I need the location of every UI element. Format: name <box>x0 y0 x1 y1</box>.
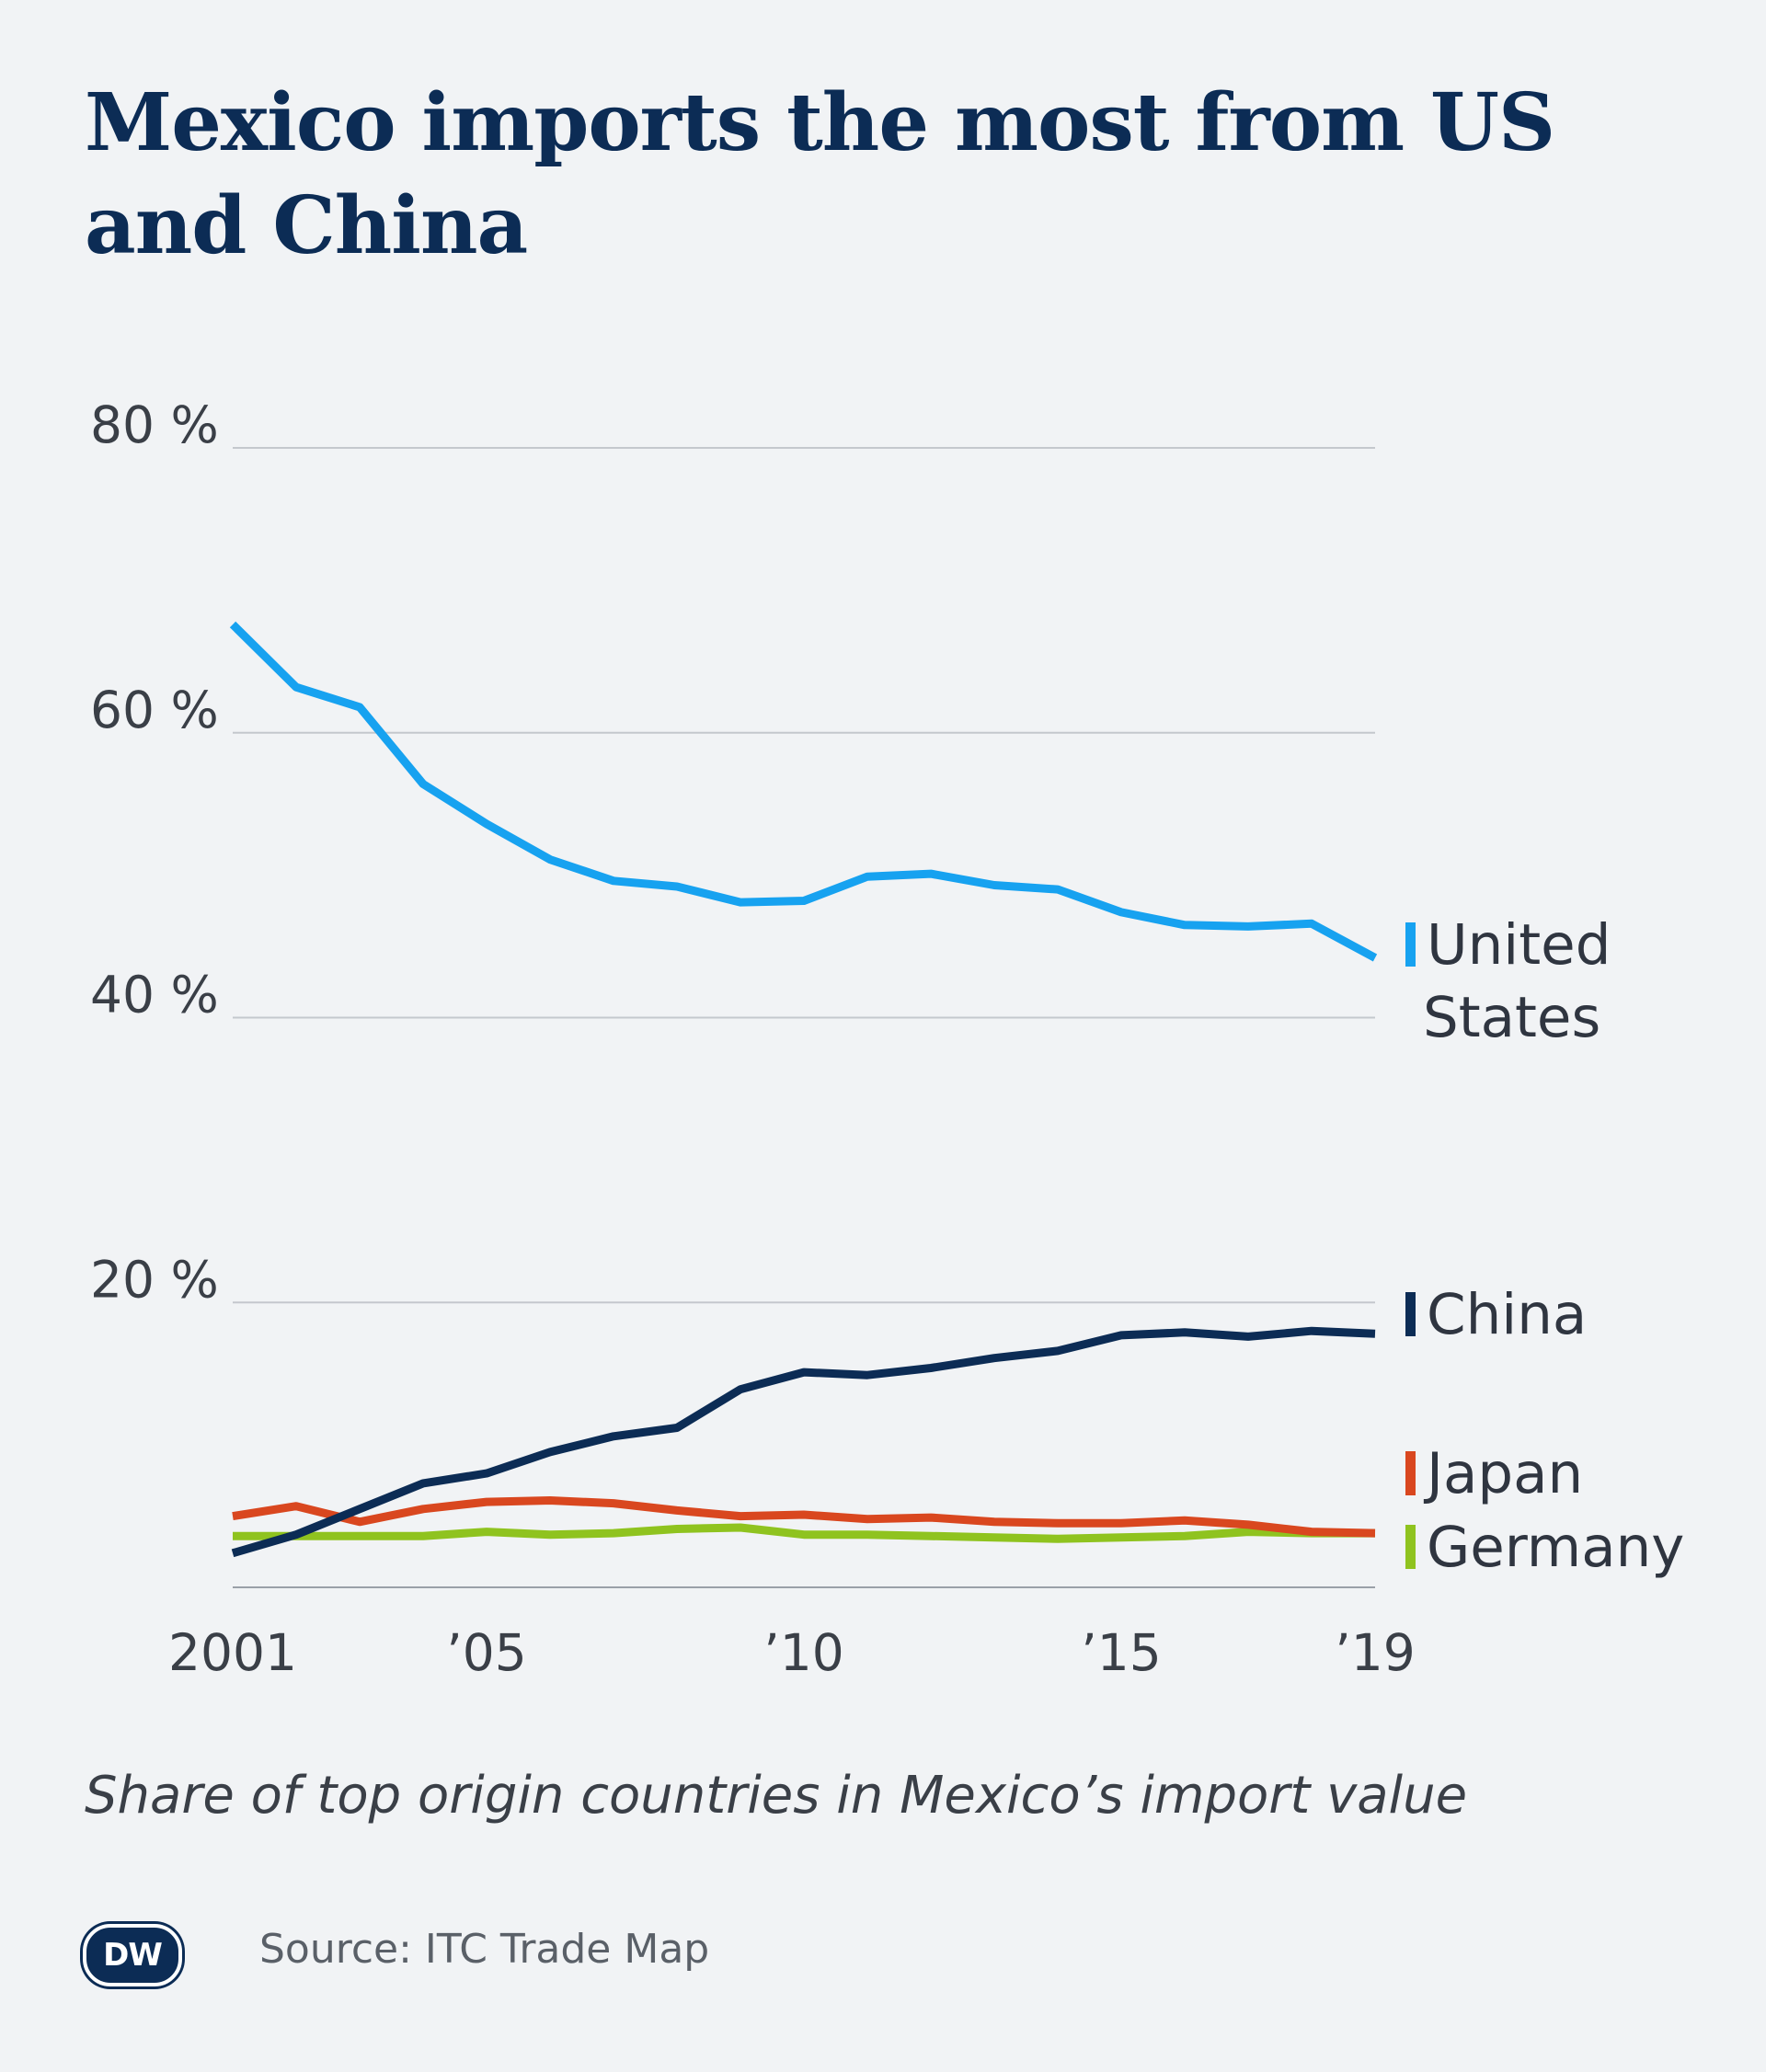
y-tick-label: 20 % <box>90 1250 219 1309</box>
x-tick-label: ’15 <box>1081 1623 1161 1682</box>
series-label-germany: Germany <box>1427 1515 1684 1580</box>
series-line-germany <box>233 1523 1375 1543</box>
series-label-line: States <box>1423 985 1600 1050</box>
y-tick-label: 40 % <box>90 966 219 1025</box>
line-chart: 20 % 40 % 60 % 80 % 2001 ’05 ’10 ’15 ’19 United… <box>90 395 1684 1682</box>
series-label-line: China <box>1427 1282 1587 1347</box>
gridlines <box>233 447 1375 1588</box>
series-line-japan <box>232 1496 1376 1538</box>
dw-logo: DW <box>83 1924 182 1986</box>
series-line-china <box>231 1326 1376 1558</box>
x-tick-label: ’19 <box>1335 1623 1415 1682</box>
series-labels: United States China Japan Germany <box>1405 912 1684 1580</box>
x-tick-label: ’10 <box>763 1623 843 1682</box>
series-label-united-states: United States <box>1423 912 1611 1050</box>
source-note: Source: ITC Trade Map <box>259 1926 710 1973</box>
y-tick-label: 60 % <box>90 681 219 739</box>
y-tick-label: 80 % <box>90 395 219 454</box>
x-axis-ticks: 2001 ’05 ’10 ’15 ’19 <box>168 1623 1416 1682</box>
series-lines <box>229 621 1378 1558</box>
series-line-united-states <box>229 621 1378 962</box>
y-axis-ticks: 20 % 40 % 60 % 80 % <box>90 395 219 1309</box>
series-label-line: Japan <box>1423 1441 1583 1506</box>
legend-marker-united-states <box>1405 922 1416 967</box>
legend-marker-china <box>1405 1292 1416 1336</box>
x-tick-label: 2001 <box>168 1623 297 1682</box>
series-label-japan: Japan <box>1423 1441 1583 1506</box>
legend-marker-japan <box>1405 1451 1416 1495</box>
series-label-china: China <box>1427 1282 1587 1347</box>
series-label-line: Germany <box>1427 1515 1684 1580</box>
chart-title: Mexico imports the most from US and Chin… <box>85 76 1555 272</box>
series-label-line: United <box>1427 912 1611 978</box>
chart-subtitle: Share of top origin countries in Mexico’… <box>85 1766 1468 1826</box>
logo-text: DW <box>103 1937 163 1974</box>
legend-marker-germany <box>1405 1525 1416 1569</box>
x-tick-label: ’05 <box>446 1623 526 1682</box>
